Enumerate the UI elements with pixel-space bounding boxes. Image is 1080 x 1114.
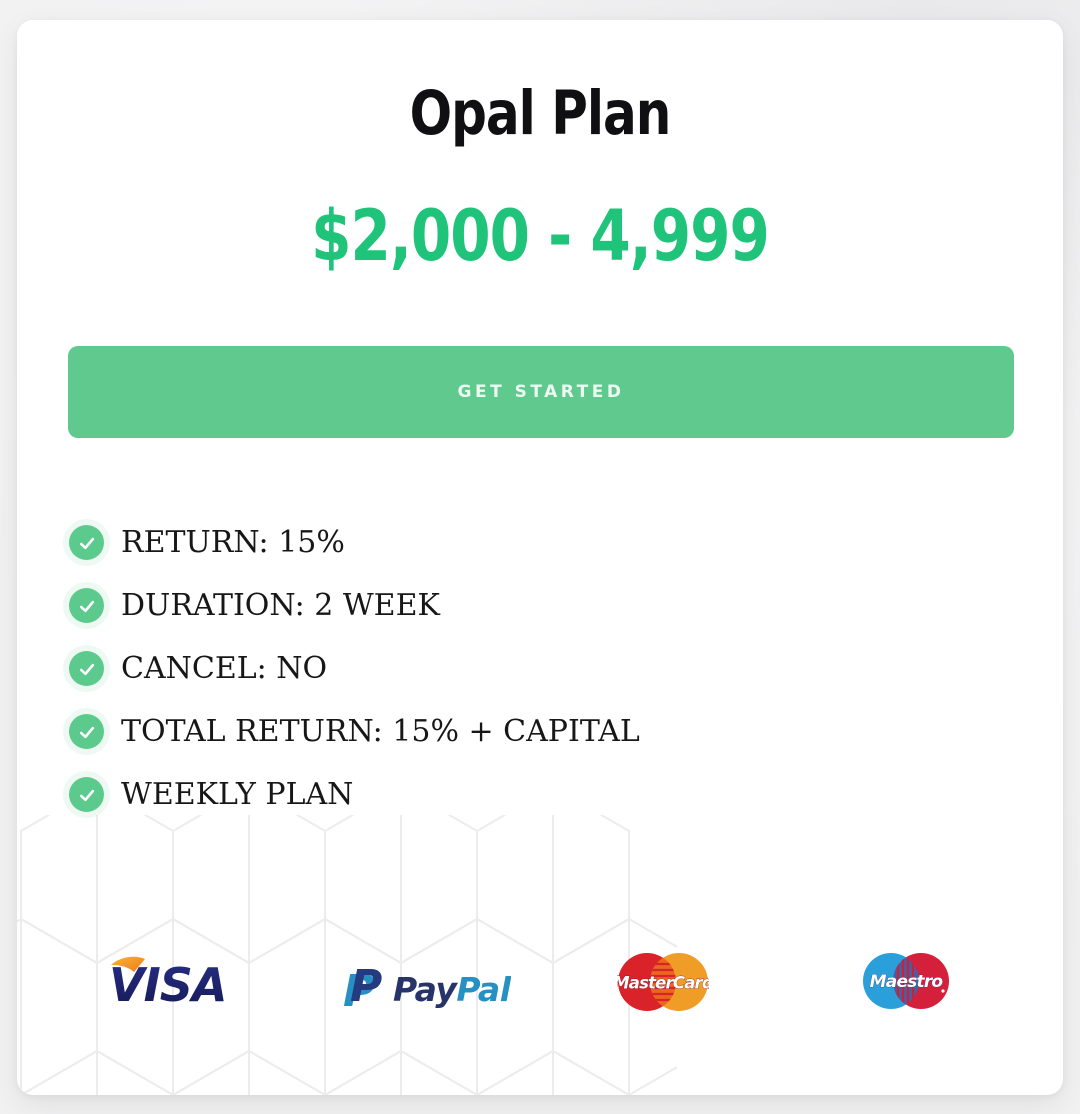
feature-label: CANCEL: NO (121, 651, 328, 686)
visa-logo: VISA (109, 956, 227, 1009)
feature-label: RETURN: 15% (121, 525, 345, 560)
mastercard-logo: MasterCard (617, 953, 709, 1011)
paypal-wordmark: PayPal (393, 970, 511, 1009)
paypal-word-pay: Pay (393, 970, 458, 1009)
feature-label: TOTAL RETURN: 15% + CAPITAL (121, 714, 640, 749)
visa-flame-icon (111, 956, 145, 972)
get-started-button[interactable]: GET STARTED (68, 346, 1014, 438)
plan-card: Opal Plan $2,000 - 4,999 GET STARTED RET… (17, 20, 1063, 1095)
maestro-logo: Maestro (863, 953, 949, 1009)
check-circle-icon (69, 777, 104, 812)
check-circle-icon (69, 714, 104, 749)
check-circle-icon (69, 588, 104, 623)
feature-item: RETURN: 15% (69, 525, 640, 560)
paypal-word-pal: Pal (456, 970, 511, 1009)
maestro-trademark-dot (941, 989, 945, 993)
visa-wordmark: VISA (109, 958, 226, 1009)
maestro-wordmark: Maestro (870, 972, 944, 992)
check-circle-icon (69, 525, 104, 560)
plan-price-range: $2,000 - 4,999 (311, 194, 770, 277)
feature-item: CANCEL: NO (69, 651, 640, 686)
feature-label: DURATION: 2 WEEK (121, 588, 440, 623)
mastercard-wordmark: MasterCard (617, 974, 709, 993)
paypal-logo: P P PayPal (343, 961, 511, 1012)
feature-item: WEEKLY PLAN (69, 777, 640, 812)
feature-item: TOTAL RETURN: 15% + CAPITAL (69, 714, 640, 749)
feature-item: DURATION: 2 WEEK (69, 588, 640, 623)
paypal-monogram-front: P (350, 961, 382, 1012)
paypal-monogram-back: P (343, 966, 375, 1012)
plan-title: Opal Plan (409, 78, 672, 149)
feature-label: WEEKLY PLAN (121, 777, 354, 812)
check-circle-icon (69, 651, 104, 686)
features-list: RETURN: 15% DURATION: 2 WEEK CANCEL: NO (69, 525, 640, 812)
